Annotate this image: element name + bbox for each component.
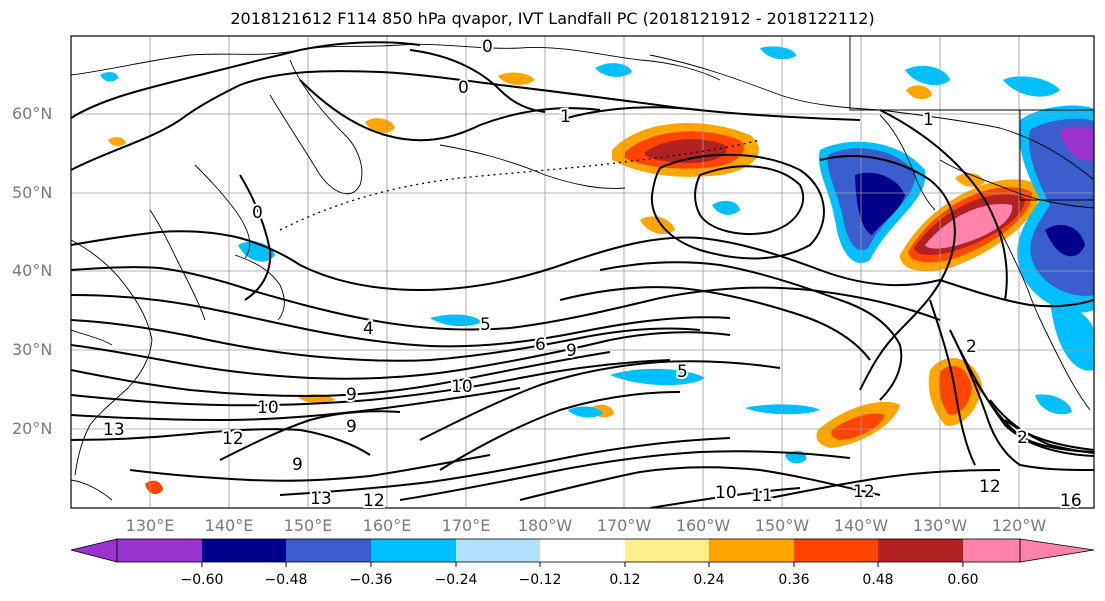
- lon-label: 150°W: [754, 516, 810, 535]
- lon-label: 150°E: [283, 516, 333, 535]
- contour-label: 10: [257, 398, 279, 418]
- colorbar-tick-label: −0.48: [264, 572, 308, 588]
- lon-label: 160°E: [362, 516, 412, 535]
- lat-label-30n: 30°N: [12, 340, 53, 359]
- contour-labels: 0 0 0 1 1 2 2 4 5 5 6 9 9 9 9 10 10 10 1…: [101, 35, 1084, 513]
- colorbar-tick-label: 0.36: [778, 572, 810, 588]
- colorbar-tick-label: −0.12: [518, 572, 562, 588]
- lon-label: 130°E: [125, 516, 175, 535]
- lon-label: 160°W: [675, 516, 731, 535]
- lon-label: 140°E: [204, 516, 254, 535]
- contour-label: 0: [458, 78, 469, 98]
- contour-label: 0: [252, 203, 263, 223]
- graticule: [71, 36, 1094, 508]
- contour-label: 0: [482, 37, 493, 57]
- contour-label: 13: [103, 420, 125, 440]
- contour-lines: [71, 41, 1094, 508]
- contour-label: 16: [1060, 491, 1082, 511]
- lon-label: 140°W: [833, 516, 889, 535]
- contour-label: 1: [560, 107, 571, 127]
- contour-label: 11: [751, 486, 773, 506]
- contour-label: 5: [480, 315, 491, 335]
- contour-label: 2: [966, 337, 977, 357]
- lat-label-50n: 50°N: [12, 183, 53, 202]
- contour-label: 13: [310, 489, 332, 509]
- colorbar-tick-label: 0.12: [609, 572, 641, 588]
- lat-label-20n: 20°N: [12, 419, 53, 438]
- colorbar-tick-label: −0.24: [434, 572, 478, 588]
- lat-label-60n: 60°N: [12, 104, 53, 123]
- contour-label: 12: [853, 482, 875, 502]
- contour-label: 5: [677, 362, 688, 382]
- contour-label: 10: [715, 483, 737, 503]
- negative-anomaly-shading: [100, 46, 1094, 464]
- contour-label: 9: [292, 455, 303, 475]
- contour-label: 6: [535, 335, 546, 355]
- colorbar-tick-label: 0.60: [947, 572, 979, 588]
- contour-label: 2: [1017, 428, 1028, 448]
- contour-label: 12: [363, 491, 385, 511]
- contour-label: 12: [222, 429, 244, 449]
- contour-label: 12: [979, 477, 1001, 497]
- figure-title: 2018121612 F114 850 hPa qvapor, IVT Land…: [230, 9, 875, 28]
- lon-label: 120°W: [991, 516, 1047, 535]
- colorbar-tick-label: 0.24: [693, 572, 725, 588]
- colorbar-tick-label: −0.60: [180, 572, 224, 588]
- dashed-contour: [279, 139, 761, 231]
- colorbar: [70, 538, 1095, 567]
- contour-label: 4: [363, 319, 374, 339]
- lon-label: 130°W: [912, 516, 968, 535]
- map-frame: [70, 35, 1095, 509]
- coastlines: [71, 36, 1094, 501]
- contour-label: 9: [346, 417, 357, 437]
- lon-label: 170°W: [596, 516, 652, 535]
- lat-label-40n: 40°N: [12, 261, 53, 280]
- colorbar-tick-label: 0.48: [862, 572, 894, 588]
- lon-label: 170°E: [441, 516, 491, 535]
- colorbar-tick-label: −0.36: [349, 572, 393, 588]
- lon-label: 180°W: [517, 516, 573, 535]
- contour-label: 10: [451, 377, 473, 397]
- contour-label: 9: [566, 341, 577, 361]
- contour-label: 1: [923, 110, 934, 130]
- contour-label: 9: [346, 385, 357, 405]
